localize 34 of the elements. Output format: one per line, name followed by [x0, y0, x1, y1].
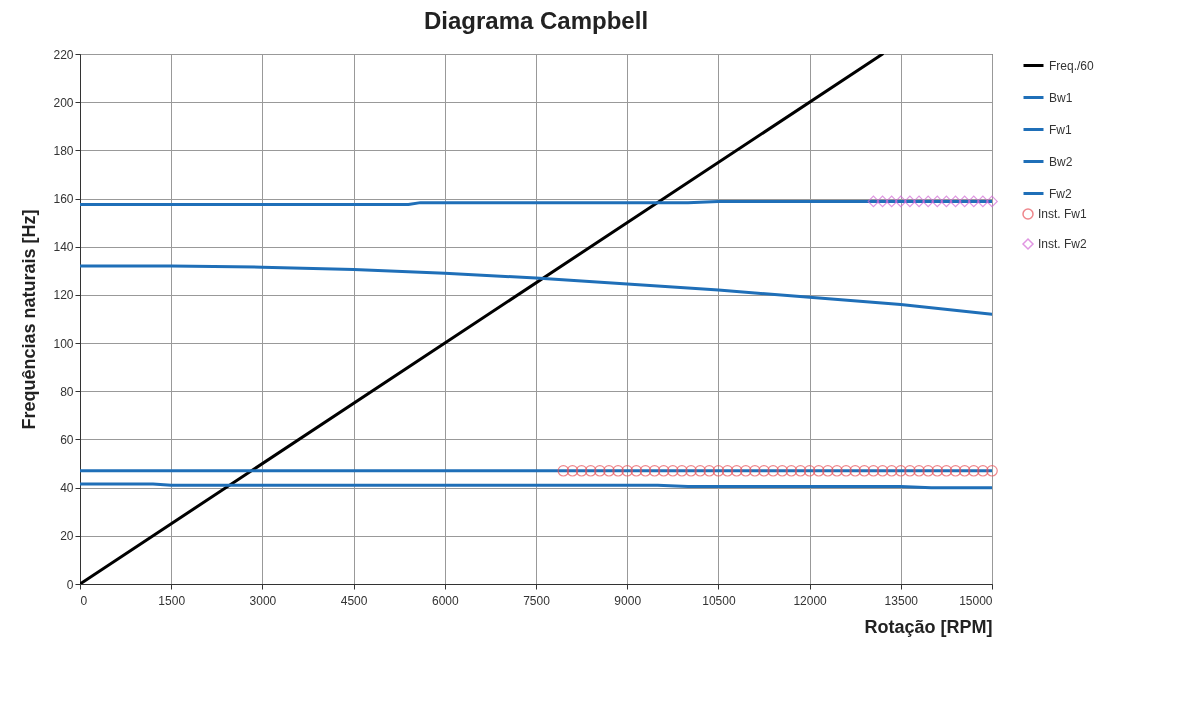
y-tick-label: 0 [66, 577, 74, 592]
x-tick-label: 10500 [702, 593, 736, 608]
legend-label: Bw2 [1049, 154, 1073, 169]
x-tick-label: 6000 [431, 593, 459, 608]
y-tick-label: 220 [53, 47, 74, 62]
x-tick-label: 4500 [340, 593, 368, 608]
legend-label: Fw1 [1049, 122, 1072, 137]
x-tick-label: 3000 [249, 593, 277, 608]
x-tick-label: 15000 [959, 593, 993, 608]
x-tick-label: 12000 [793, 593, 828, 608]
y-tick-label: 20 [60, 529, 74, 544]
y-tick-label: 160 [53, 192, 74, 207]
x-tick-label: 7500 [523, 593, 551, 608]
y-tick-label: 60 [60, 432, 74, 447]
legend-label: Freq./60 [1049, 58, 1095, 73]
y-tick-label: 100 [53, 336, 74, 351]
x-axis-title: Rotação [RPM] [864, 616, 993, 637]
legend-label: Inst. Fw1 [1038, 207, 1088, 221]
legend-label: Bw1 [1049, 90, 1073, 105]
y-tick-label: 140 [53, 240, 74, 255]
y-tick-label: 120 [53, 288, 74, 303]
legend-label: Fw2 [1049, 186, 1072, 201]
y-tick-label: 200 [53, 95, 74, 110]
x-tick-label: 13500 [884, 593, 919, 608]
y-axis-title: Frequências naturais [Hz] [19, 209, 40, 430]
legend-label: Inst. Fw2 [1038, 237, 1088, 251]
chart-title: Diagrama Campbell [423, 7, 649, 34]
y-tick-label: 180 [53, 143, 74, 158]
x-tick-label: 9000 [614, 593, 642, 608]
y-tick-label: 40 [60, 481, 74, 496]
x-tick-label: 0 [80, 593, 88, 608]
line-series [80, 264, 992, 316]
y-tick-label: 80 [60, 384, 74, 399]
x-tick-label: 1500 [158, 593, 186, 608]
